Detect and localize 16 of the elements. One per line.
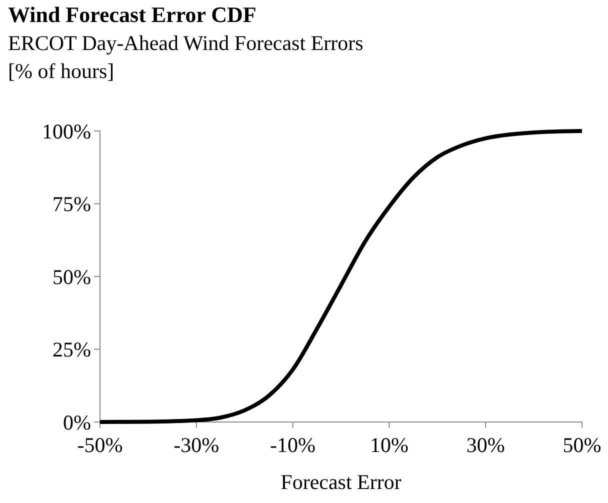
x-tick-label: -50% [77, 433, 123, 457]
y-tick-label: 75% [52, 192, 91, 216]
x-tick-label: 30% [466, 433, 505, 457]
line-series [98, 129, 584, 424]
chart-subtitle: ERCOT Day-Ahead Wind Forecast Errors [8, 31, 364, 55]
chart-title: Wind Forecast Error CDF [8, 2, 256, 27]
y-tick-label: 25% [52, 338, 91, 362]
y-tick-label: 50% [52, 264, 91, 289]
x-tick-label: -30% [174, 433, 220, 457]
y-tick-label: 100% [42, 119, 91, 144]
x-tick-label: 10% [370, 433, 408, 457]
x-tick-label: -10% [270, 433, 316, 457]
x-axis-title: Forecast Error [280, 470, 402, 494]
y-tick-label: 0% [63, 410, 91, 434]
y-axis-title: [% of hours] [8, 59, 114, 83]
x-tick-label: 50% [562, 433, 602, 457]
